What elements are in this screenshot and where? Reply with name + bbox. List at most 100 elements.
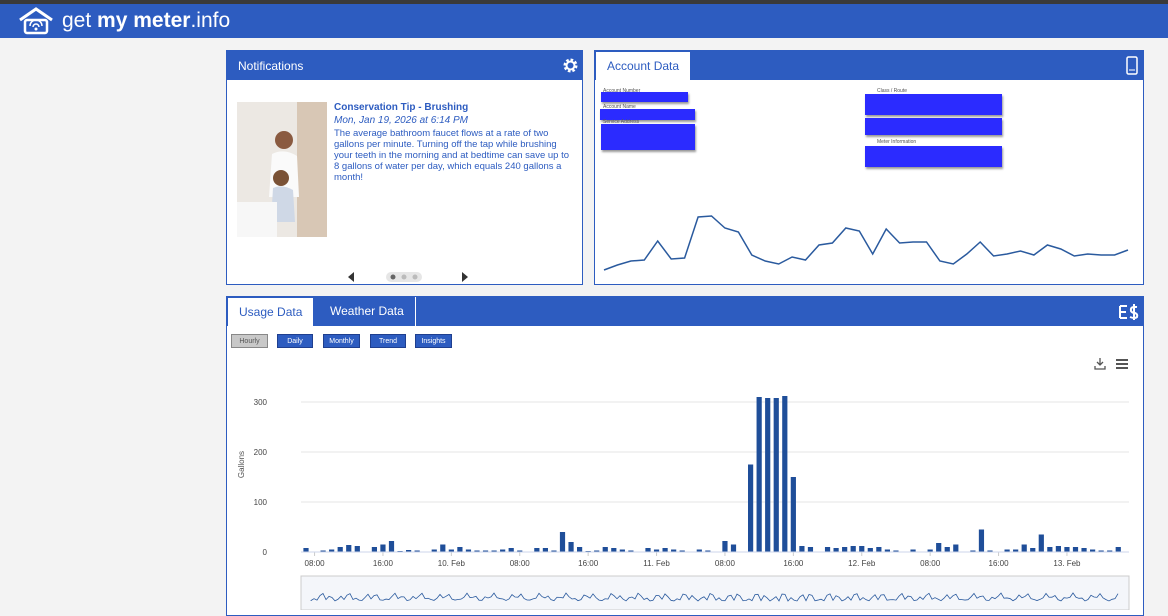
bar — [748, 464, 754, 552]
bar — [790, 477, 796, 552]
bar — [602, 547, 608, 552]
redacted — [865, 146, 1002, 167]
field-label: Service Address — [603, 119, 640, 125]
bar — [705, 550, 711, 552]
y-tick-label: 100 — [254, 498, 268, 507]
tab[interactable]: Usage Data — [228, 298, 314, 326]
bar — [380, 544, 386, 552]
prev-arrow[interactable] — [348, 272, 354, 282]
menu-icon[interactable] — [1116, 359, 1128, 369]
header: get my meter.info — [0, 4, 1168, 38]
tab[interactable]: Weather Data — [319, 297, 416, 326]
bar — [970, 550, 976, 552]
bar — [371, 547, 377, 552]
notifications-panel: Notifications Conservation Tip - Brushin… — [226, 50, 583, 285]
x-tick-label: 11. Feb — [643, 559, 670, 568]
panel-title: Notifications — [238, 59, 304, 73]
x-tick-label: 16:00 — [373, 559, 394, 568]
bar — [568, 542, 574, 552]
range-button[interactable]: Trend — [370, 334, 406, 348]
next-arrow[interactable] — [462, 272, 468, 282]
range-button[interactable]: Monthly — [323, 334, 360, 348]
bar — [388, 541, 395, 552]
bar — [1107, 550, 1113, 552]
bar — [551, 550, 557, 552]
settings-icon[interactable] — [562, 57, 579, 74]
redacted — [865, 118, 1002, 135]
bar — [303, 548, 309, 552]
usage-chart: Gallons 0 100 200 300 08:00 16:00 10. Feb 08:00 1… — [237, 396, 1130, 610]
mobile-icon[interactable] — [1126, 56, 1138, 75]
field-label: Class / Route — [877, 88, 908, 94]
bar — [765, 398, 771, 552]
range-button[interactable]: Daily — [277, 334, 313, 348]
bar — [944, 547, 950, 552]
bar — [730, 544, 737, 552]
x-tick-label: 12. Feb — [848, 559, 876, 568]
bar — [354, 546, 360, 552]
bar — [619, 549, 625, 552]
usage-panel: Usage Data Weather Data Hourly Daily Mon… — [226, 296, 1144, 616]
bar — [500, 549, 506, 552]
bar — [978, 529, 985, 552]
logo[interactable]: get my meter.info — [62, 9, 230, 33]
bar — [1090, 549, 1096, 552]
navigator-line — [310, 592, 1119, 602]
field-label: Account Name — [603, 104, 636, 110]
bar — [671, 549, 677, 552]
billing-icon[interactable] — [1118, 303, 1140, 321]
bar — [859, 546, 865, 552]
bar — [653, 549, 660, 552]
bar — [679, 550, 685, 552]
x-tick-label: 10. Feb — [438, 559, 466, 568]
x-tick-label: 08:00 — [920, 559, 941, 568]
bar — [662, 548, 668, 552]
bar — [756, 397, 762, 552]
logo-text: meter — [133, 9, 191, 32]
carousel-dot[interactable] — [390, 274, 396, 280]
bar — [1038, 534, 1044, 552]
bar — [346, 545, 352, 552]
bar — [722, 541, 728, 552]
carousel-dot[interactable] — [412, 274, 418, 280]
bar — [807, 547, 814, 552]
bar — [491, 550, 497, 552]
logo-text: .info — [190, 9, 231, 32]
bar — [1013, 549, 1019, 552]
bar — [1115, 547, 1121, 552]
y-axis-title: Gallons — [237, 451, 246, 478]
bar — [884, 549, 890, 552]
top-border — [0, 0, 1168, 4]
bar — [953, 544, 959, 552]
bar — [824, 547, 831, 552]
navigator — [300, 575, 1130, 610]
bar — [910, 549, 916, 552]
bar — [1021, 544, 1027, 552]
range-button[interactable]: Insights — [415, 334, 452, 348]
panel-header: Usage Data Weather Data — [227, 297, 1143, 326]
y-tick-label: 300 — [254, 398, 268, 407]
bar — [448, 549, 454, 552]
bar — [833, 548, 839, 552]
notification-date: Mon, Jan 19, 2026 at 6:14 PM — [334, 115, 468, 126]
carousel-dot[interactable] — [401, 274, 407, 280]
redacted — [865, 94, 1002, 115]
x-tick-label: 16:00 — [783, 559, 804, 568]
bar — [1030, 548, 1036, 552]
logo-icon — [19, 7, 53, 35]
bar — [893, 550, 899, 552]
notification-title: Conservation Tip - Brushing — [334, 102, 469, 113]
bar — [696, 549, 702, 552]
bar — [628, 550, 634, 552]
notification-body: The average bathroom faucet flows at a r… — [334, 128, 570, 183]
bar — [1004, 549, 1010, 552]
x-tick-label: 16:00 — [989, 559, 1010, 568]
range-button[interactable]: Hourly — [231, 334, 268, 348]
bar — [329, 549, 335, 552]
bar — [1072, 547, 1079, 552]
field-label: Meter Information — [877, 139, 917, 145]
bar — [927, 549, 933, 552]
download-icon[interactable] — [1094, 358, 1106, 370]
tab[interactable]: Account Data — [596, 52, 691, 80]
